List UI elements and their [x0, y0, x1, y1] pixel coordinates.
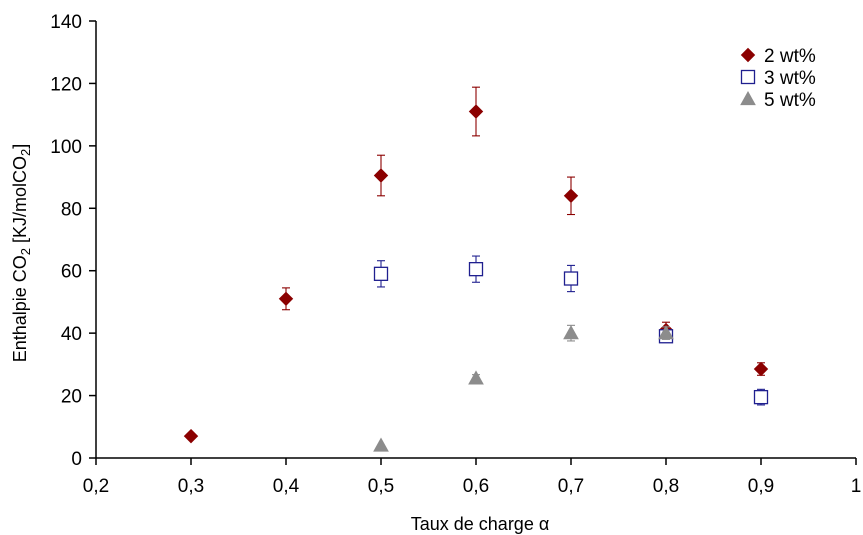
legend-label: 2 wt%: [764, 46, 816, 67]
y-tick-label: 20: [61, 387, 82, 408]
data-point: [563, 325, 579, 340]
y-tick-label: 0: [71, 449, 82, 470]
data-point: [468, 370, 484, 385]
legend-label: 5 wt%: [764, 90, 816, 111]
series-3: [373, 324, 674, 452]
data-point: [373, 266, 389, 281]
y-tick-label: 120: [50, 74, 82, 95]
y-tick-label: 40: [61, 324, 82, 345]
data-point: [563, 271, 579, 286]
x-tick-label: 1: [851, 476, 862, 497]
data-point: [468, 104, 484, 119]
legend-marker: [740, 47, 756, 63]
y-axis-title-main: Enthalpie CO: [10, 255, 30, 362]
data-point: [658, 325, 674, 340]
y-axis-ticks: 0 20 40 60 80 100 120 140: [50, 12, 96, 470]
y-tick-label: 60: [61, 262, 82, 283]
legend-item: 3 wt%: [740, 68, 816, 89]
legend-item: 5 wt%: [740, 90, 816, 111]
y-axis-title-end: ]: [10, 144, 30, 149]
data-point: [373, 168, 389, 183]
data-point: [563, 188, 579, 204]
y-axis-title-mid: [KJ/molCO: [10, 156, 30, 248]
data-point: [468, 262, 484, 277]
x-tick-label: 0,2: [83, 476, 109, 497]
y-tick-label: 100: [50, 137, 82, 158]
x-tick-label: 0,3: [178, 476, 204, 497]
x-tick-label: 0,8: [653, 476, 679, 497]
y-tick-label: 80: [61, 199, 82, 220]
y-tick-label: 140: [50, 12, 82, 33]
data-point: [373, 437, 389, 452]
axes: [95, 21, 856, 459]
data-point: [753, 361, 769, 377]
x-axis-ticks: 0,2 0,3 0,4 0,5 0,6 0,7 0,8 0,9 1: [83, 458, 862, 497]
y-axis-title-sub2: 2: [18, 149, 33, 156]
x-tick-label: 0,6: [463, 476, 489, 497]
x-tick-label: 0,9: [748, 476, 774, 497]
legend-label: 3 wt%: [764, 68, 816, 89]
x-axis-title: Taux de charge α: [411, 514, 550, 534]
y-axis-title-sub1: 2: [18, 248, 33, 255]
x-tick-label: 0,4: [273, 476, 300, 497]
x-tick-label: 0,5: [368, 476, 394, 497]
legend: 2 wt%3 wt%5 wt%: [740, 46, 816, 111]
data-point: [278, 291, 294, 307]
data-marks: [183, 86, 769, 452]
y-axis-title: Enthalpie CO2 [KJ/molCO2]: [10, 144, 33, 363]
x-tick-label: 0,7: [558, 476, 584, 497]
legend-marker: [740, 69, 756, 85]
data-point: [183, 428, 199, 444]
legend-item: 2 wt%: [740, 46, 816, 67]
data-point: [753, 389, 769, 405]
legend-marker: [740, 90, 756, 106]
